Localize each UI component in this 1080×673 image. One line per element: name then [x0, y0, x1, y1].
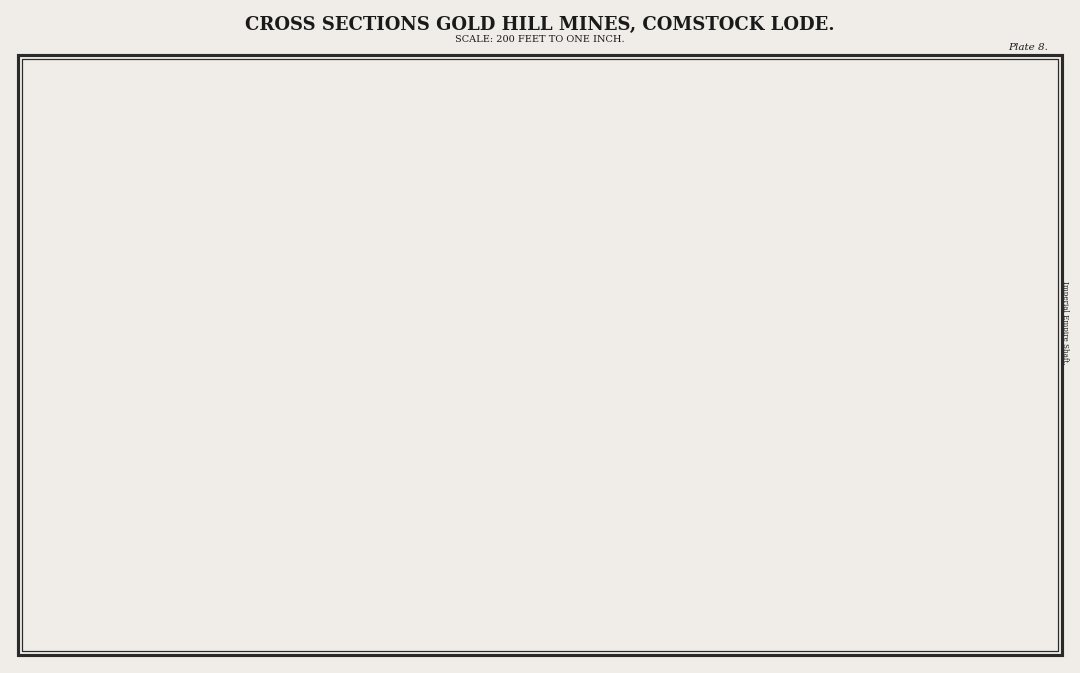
Text: Metamorphic: Metamorphic	[529, 96, 591, 104]
Text: Stopes: Stopes	[703, 69, 734, 79]
Text: Through Empire Shaft.: Through Empire Shaft.	[766, 96, 887, 106]
Polygon shape	[22, 363, 90, 500]
Text: Quartz white: Quartz white	[613, 69, 673, 79]
Polygon shape	[762, 115, 1059, 566]
Bar	[18, 55, 1062, 655]
Bar	[345, 63, 505, 651]
Text: Propylite: Propylite	[529, 69, 570, 79]
Polygon shape	[580, 115, 762, 407]
Polygon shape	[345, 63, 505, 431]
Polygon shape	[923, 115, 1059, 496]
Bar	[508, 345, 759, 358]
Polygon shape	[22, 63, 185, 313]
Polygon shape	[505, 115, 762, 561]
Polygon shape	[265, 63, 345, 305]
Text: Rock unknown: Rock unknown	[703, 83, 771, 92]
Polygon shape	[22, 63, 185, 273]
Text: Eclipse Sh.: Eclipse Sh.	[26, 363, 84, 371]
Bar	[22, 59, 1058, 651]
Text: . . red: . . red	[613, 83, 640, 92]
Text: Plate 8.: Plate 8.	[1008, 44, 1048, 52]
Text: Explanation: Explanation	[595, 59, 673, 71]
Bar	[509, 95, 526, 105]
Text: . . in vein: . . in vein	[529, 83, 571, 92]
Polygon shape	[345, 63, 505, 411]
Bar	[348, 251, 502, 265]
Bar	[593, 69, 610, 79]
Text: SCALE: 200 FEET TO ONE INCH.: SCALE: 200 FEET TO ONE INCH.	[455, 34, 625, 44]
Text: Consolidated Sh.: Consolidated Sh.	[188, 363, 278, 371]
Polygon shape	[185, 63, 345, 320]
Bar	[22, 59, 1058, 651]
Bar	[505, 115, 762, 651]
Text: Imperial Empire Shaft.: Imperial Empire Shaft.	[1061, 281, 1069, 365]
Bar	[593, 82, 610, 92]
Text: Empire Shaft.: Empire Shaft.	[896, 297, 904, 348]
Bar	[593, 95, 610, 105]
Bar	[509, 69, 526, 79]
Bar	[509, 82, 526, 92]
Text: Through Yellow Jacket South Shaft.: Through Yellow Jacket South Shaft.	[350, 631, 537, 639]
Text: CROSS SECTIONS GOLD HILL MINES, COMSTOCK LODE.: CROSS SECTIONS GOLD HILL MINES, COMSTOCK…	[245, 16, 835, 34]
Polygon shape	[505, 115, 762, 539]
Bar	[505, 57, 762, 115]
Polygon shape	[87, 363, 345, 574]
Text: Clay: Clay	[613, 96, 633, 104]
Bar	[22, 63, 185, 363]
Polygon shape	[390, 63, 505, 301]
Bar	[762, 115, 1059, 651]
Text: Through Yellow Jacket North Shaft.: Through Yellow Jacket North Shaft.	[510, 120, 698, 129]
Polygon shape	[833, 115, 928, 405]
Bar	[185, 63, 345, 363]
Polygon shape	[762, 115, 1059, 547]
Polygon shape	[55, 63, 185, 248]
Polygon shape	[185, 63, 210, 288]
Text: Through Crown Point Shaft.: Through Crown Point Shaft.	[26, 623, 174, 633]
Bar	[18, 55, 1062, 655]
Bar	[25, 475, 342, 488]
Bar	[683, 82, 700, 92]
Polygon shape	[22, 363, 90, 541]
Bar	[683, 69, 700, 79]
Text: Depths below datum, point on Gould & Curry outcrop  marked thus  (157): Depths below datum, point on Gould & Cur…	[771, 91, 1043, 99]
Bar	[22, 363, 345, 651]
